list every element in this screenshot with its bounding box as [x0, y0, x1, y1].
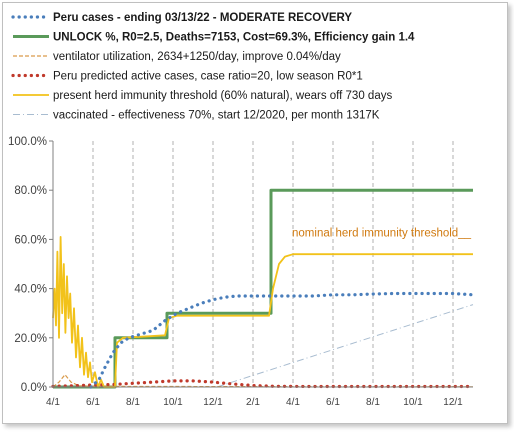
y-tick-label: 60.0%	[14, 234, 47, 246]
x-tick-label: 6/1	[86, 397, 100, 408]
y-tick-label: 100.0%	[8, 136, 47, 148]
x-tick-label: 8/1	[366, 397, 380, 408]
x-tick-label: 12/1	[203, 397, 223, 408]
y-tick-label: 80.0%	[14, 185, 47, 197]
y-tick-label: 20.0%	[14, 333, 47, 345]
x-tick-label: 10/1	[403, 397, 423, 408]
legend-label-4: present herd immunity threshold (60% nat…	[53, 90, 392, 102]
legend-label-5: vaccinated - effectiveness 70%, start 12…	[53, 110, 380, 122]
chart-svg: Peru cases - ending 03/13/22 - MODERATE …	[8, 12, 475, 408]
x-tick-label: 12/1	[443, 397, 463, 408]
y-tick-label: 40.0%	[14, 284, 47, 296]
x-tick-label: 4/1	[46, 397, 60, 408]
x-tick-label: 4/1	[286, 397, 300, 408]
legend-label-0: Peru cases - ending 03/13/22 - MODERATE …	[53, 12, 352, 24]
plot-area: 4/1 6/1 8/1 10/1 12/1 2/1 4/1 6/1 8/1 10/1 12/1 0.0…	[8, 136, 475, 408]
series-group	[51, 188, 475, 389]
series-line-3	[51, 379, 475, 389]
legend-label-2: ventilator utilization, 2634+1250/day, i…	[53, 51, 341, 63]
y-tick-label: 0.0%	[21, 382, 47, 394]
legend-label-3: Peru predicted active cases, case ratio=…	[53, 71, 363, 83]
axes: 4/1 6/1 8/1 10/1 12/1 2/1 4/1 6/1 8/1 10/1 12/1 0.0…	[8, 136, 473, 408]
series-line-2	[52, 374, 474, 388]
x-tick-label: 2/1	[246, 397, 260, 408]
chart-frame: Peru cases - ending 03/13/22 - MODERATE …	[2, 2, 508, 424]
series-line-4	[52, 236, 473, 388]
x-tick-label: 10/1	[163, 397, 183, 408]
series-line-5	[216, 304, 474, 388]
legend: Peru cases - ending 03/13/22 - MODERATE …	[11, 12, 415, 122]
herd-threshold-annotation: nominal herd immunity threshold__	[292, 227, 472, 239]
series-line-0	[89, 291, 475, 389]
x-tick-label: 8/1	[126, 397, 140, 408]
legend-label-1: UNLOCK %, R0=2.5, Deaths=7153, Cost=69.3…	[53, 32, 415, 44]
gridlines	[52, 141, 454, 387]
x-tick-label: 6/1	[326, 397, 340, 408]
